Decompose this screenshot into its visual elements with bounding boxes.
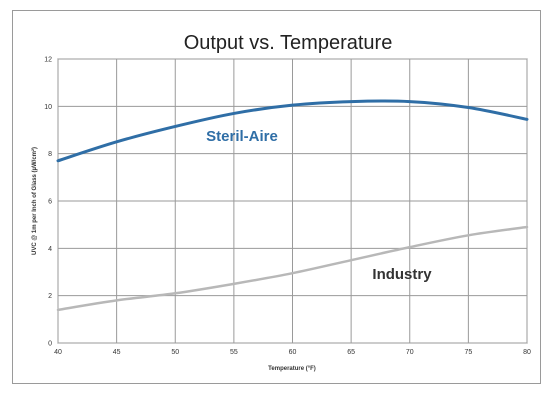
x-tick-label: 50: [171, 349, 179, 356]
series-lines: [56, 99, 529, 312]
x-tick-label: 55: [230, 349, 238, 356]
series-line-steril-aire: [56, 99, 529, 163]
series-label-industry: Industry: [372, 266, 432, 283]
y-tick-label: 4: [48, 246, 52, 253]
x-tick-label: 65: [347, 349, 355, 356]
y-tick-label: 2: [48, 293, 52, 300]
y-tick-label: 8: [48, 151, 52, 158]
y-tick-label: 0: [48, 341, 52, 348]
y-tick-label: 10: [44, 104, 52, 111]
x-tick-label: 40: [54, 349, 62, 356]
x-tick-label: 45: [113, 349, 121, 356]
series-label-steril-aire: Steril-Aire: [206, 128, 278, 145]
x-tick-label: 75: [464, 349, 472, 356]
x-tick-label: 80: [523, 349, 531, 356]
grid: [57, 58, 528, 344]
chart-title: Output vs. Temperature: [184, 32, 393, 54]
x-axis-label: Temperature (°F): [268, 366, 316, 372]
series-labels: Steril-Aire Industry: [206, 128, 432, 283]
x-tick-label: 70: [406, 349, 414, 356]
y-tick-label: 12: [44, 57, 52, 64]
series-line-industry: [56, 225, 529, 312]
tick-labels: 40 45 50 55 60 65 70 75 80 0 2 4 6 8 10 12: [44, 57, 531, 357]
y-tick-label: 6: [48, 199, 52, 206]
y-axis-label: UVC @ 1m per Inch of Glass (µW/cm²): [31, 147, 38, 255]
x-tick-label: 60: [289, 349, 297, 356]
